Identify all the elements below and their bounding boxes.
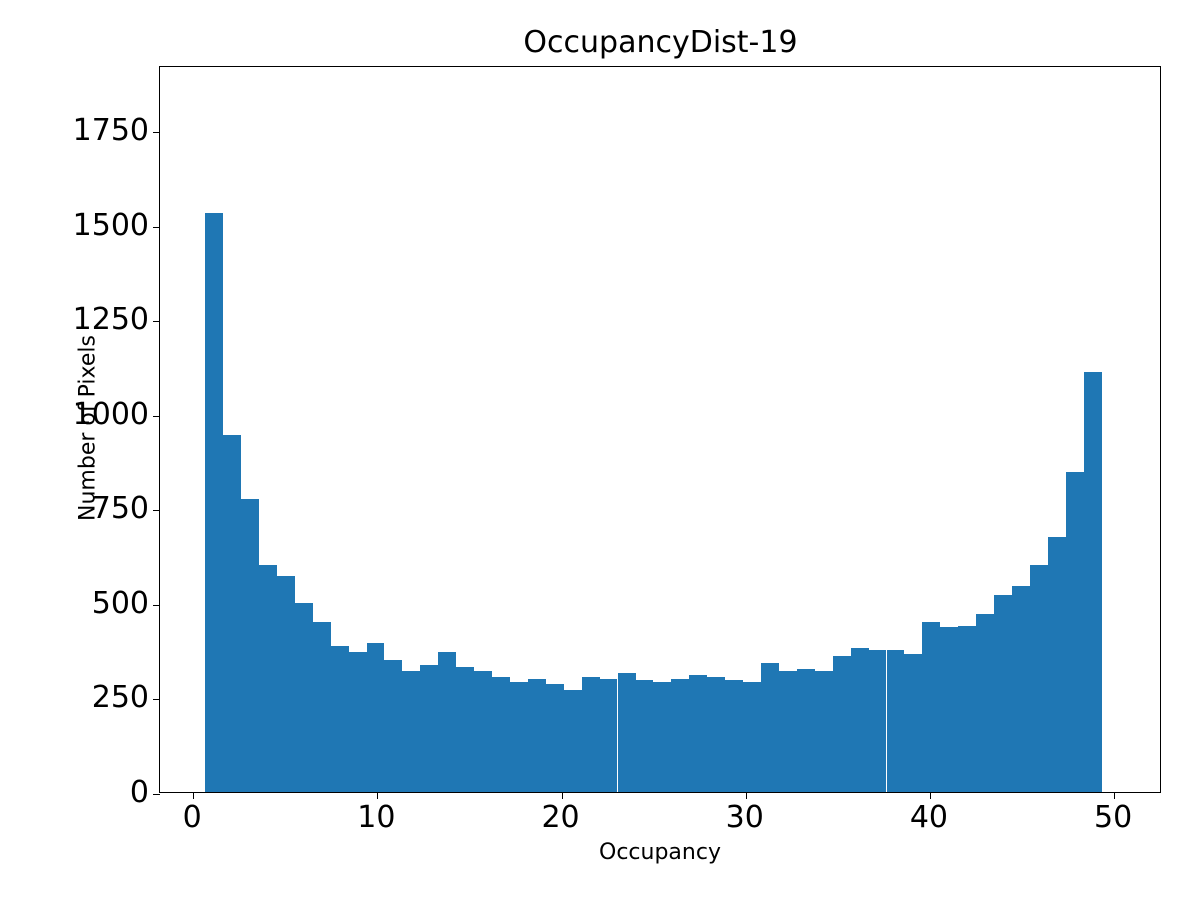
histogram-bar [510,682,528,792]
x-axis-tick-label: 0 [182,800,202,835]
histogram-bar [760,663,779,792]
histogram-bar [456,667,475,792]
x-axis-tick-label: 30 [725,800,764,835]
x-axis-tick-mark [745,792,747,799]
y-axis-tick-label: 1250 [72,302,149,338]
histogram-bar [276,576,295,792]
x-axis-tick-mark [929,792,931,799]
plot-axes [153,66,1161,799]
histogram-bar [778,670,797,792]
y-axis-tick-label: 0 [129,775,149,810]
chart-title: OccupancyDist-19 [523,25,798,60]
y-axis-tick-mark [153,415,160,417]
histogram-bar [886,650,905,792]
histogram-bar [402,670,421,792]
histogram-bar [1065,472,1084,792]
histogram-bar [617,672,636,792]
histogram-bar [474,670,493,792]
y-axis-tick-mark [153,132,160,134]
y-axis-tick-label: 250 [91,680,149,716]
histogram-bar [940,627,959,792]
histogram-bar [545,684,564,792]
x-axis-tick-mark [1114,792,1116,799]
histogram-bar [294,602,313,792]
histogram-bar [707,676,726,792]
histogram-bar [491,676,510,792]
y-axis-tick-label: 1750 [72,113,149,149]
y-axis-tick-label: 500 [91,585,149,621]
histogram-bar [796,669,815,792]
histogram-bar [832,655,851,792]
histogram-bar [958,625,977,792]
histogram-bar [1083,372,1102,792]
histogram-bar [348,652,367,792]
histogram-bar [814,670,833,792]
histogram-bars [160,67,1160,792]
histogram-bar [258,565,277,792]
histogram-bar [743,682,761,792]
histogram-bar [527,678,546,792]
histogram-bar [223,434,241,792]
histogram-bar [1029,565,1048,792]
x-axis-tick-mark [377,792,379,799]
plot-area [160,67,1160,792]
y-axis-tick-labels: 0 250 500 750 1000 1250 1500 1750 [0,0,149,900]
x-axis-label: Occupancy [599,840,721,865]
y-axis-tick-mark [153,699,160,701]
histogram-bar [330,646,349,792]
histogram-bar [904,653,923,792]
y-axis-tick-label: 1500 [72,207,149,243]
histogram-bar [850,648,869,792]
x-axis-tick-label: 20 [541,800,580,835]
y-axis-tick-label: 750 [91,491,149,527]
x-axis-tick-mark [561,792,563,799]
y-axis-label: Number of Pixels [75,335,101,521]
histogram-bar [366,642,385,792]
histogram-bar [312,621,331,792]
y-axis-tick-mark [153,604,160,606]
x-axis-tick-label: 50 [1094,800,1133,835]
histogram-bar [671,678,690,792]
histogram-bar [241,498,260,792]
histogram-bar [635,680,654,792]
y-axis-tick-mark [153,794,160,795]
histogram-bar [438,652,457,792]
histogram-bar [599,678,618,792]
histogram-bar [1011,585,1030,792]
histogram-bar [1047,536,1066,792]
y-axis-tick-label: 1000 [72,396,149,432]
histogram-bar [653,682,672,792]
x-axis-tick-label: 10 [357,800,396,835]
histogram-bar [976,614,994,792]
histogram-bar [868,650,887,792]
x-axis-tick-label: 40 [909,800,948,835]
y-axis-tick-mark [153,510,160,512]
histogram-bar [689,674,708,792]
histogram-bar [205,213,224,792]
y-axis-tick-mark [153,321,160,323]
histogram-bar [384,659,403,792]
x-axis-tick-labels: 0 10 20 30 40 50 [159,801,1161,841]
histogram-bar [420,665,439,792]
histogram-bar [922,621,941,792]
x-axis-tick-mark [193,792,195,799]
histogram-bar [581,676,600,792]
histogram-bar [725,680,744,792]
y-axis-tick-mark [153,226,160,228]
histogram-bar [563,689,582,792]
histogram-bar [994,595,1012,792]
